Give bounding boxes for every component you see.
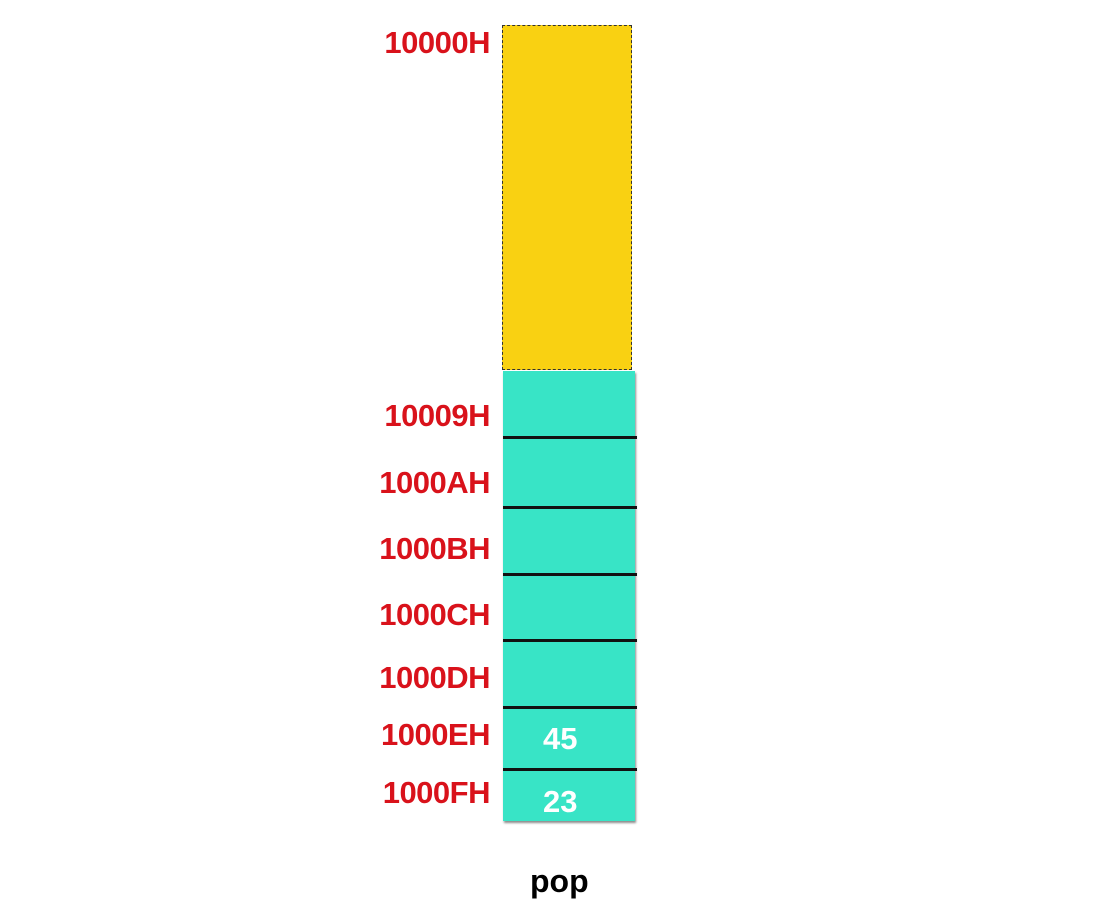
caption: pop (530, 863, 589, 899)
address-label-1000ah: 1000AH (379, 465, 490, 500)
address-label-10000h: 10000H (384, 25, 490, 60)
cell-divider (503, 768, 637, 771)
address-label-1000ch: 1000CH (379, 597, 490, 632)
address-label-10009h: 10009H (384, 398, 490, 433)
cell-value-1000eh: 45 (543, 721, 578, 756)
cell-divider (503, 706, 637, 709)
address-label-1000dh: 1000DH (379, 660, 490, 695)
stack-cells (503, 371, 635, 821)
address-label-1000bh: 1000BH (379, 531, 490, 566)
free-stack-region (502, 25, 632, 370)
cell-divider (503, 639, 637, 642)
cell-divider (503, 506, 637, 509)
address-label-1000eh: 1000EH (380, 717, 491, 752)
cell-value-1000fh: 23 (543, 784, 578, 819)
address-label-1000fh: 1000FH (382, 775, 491, 810)
cell-divider (503, 573, 637, 576)
cell-divider (503, 436, 637, 439)
